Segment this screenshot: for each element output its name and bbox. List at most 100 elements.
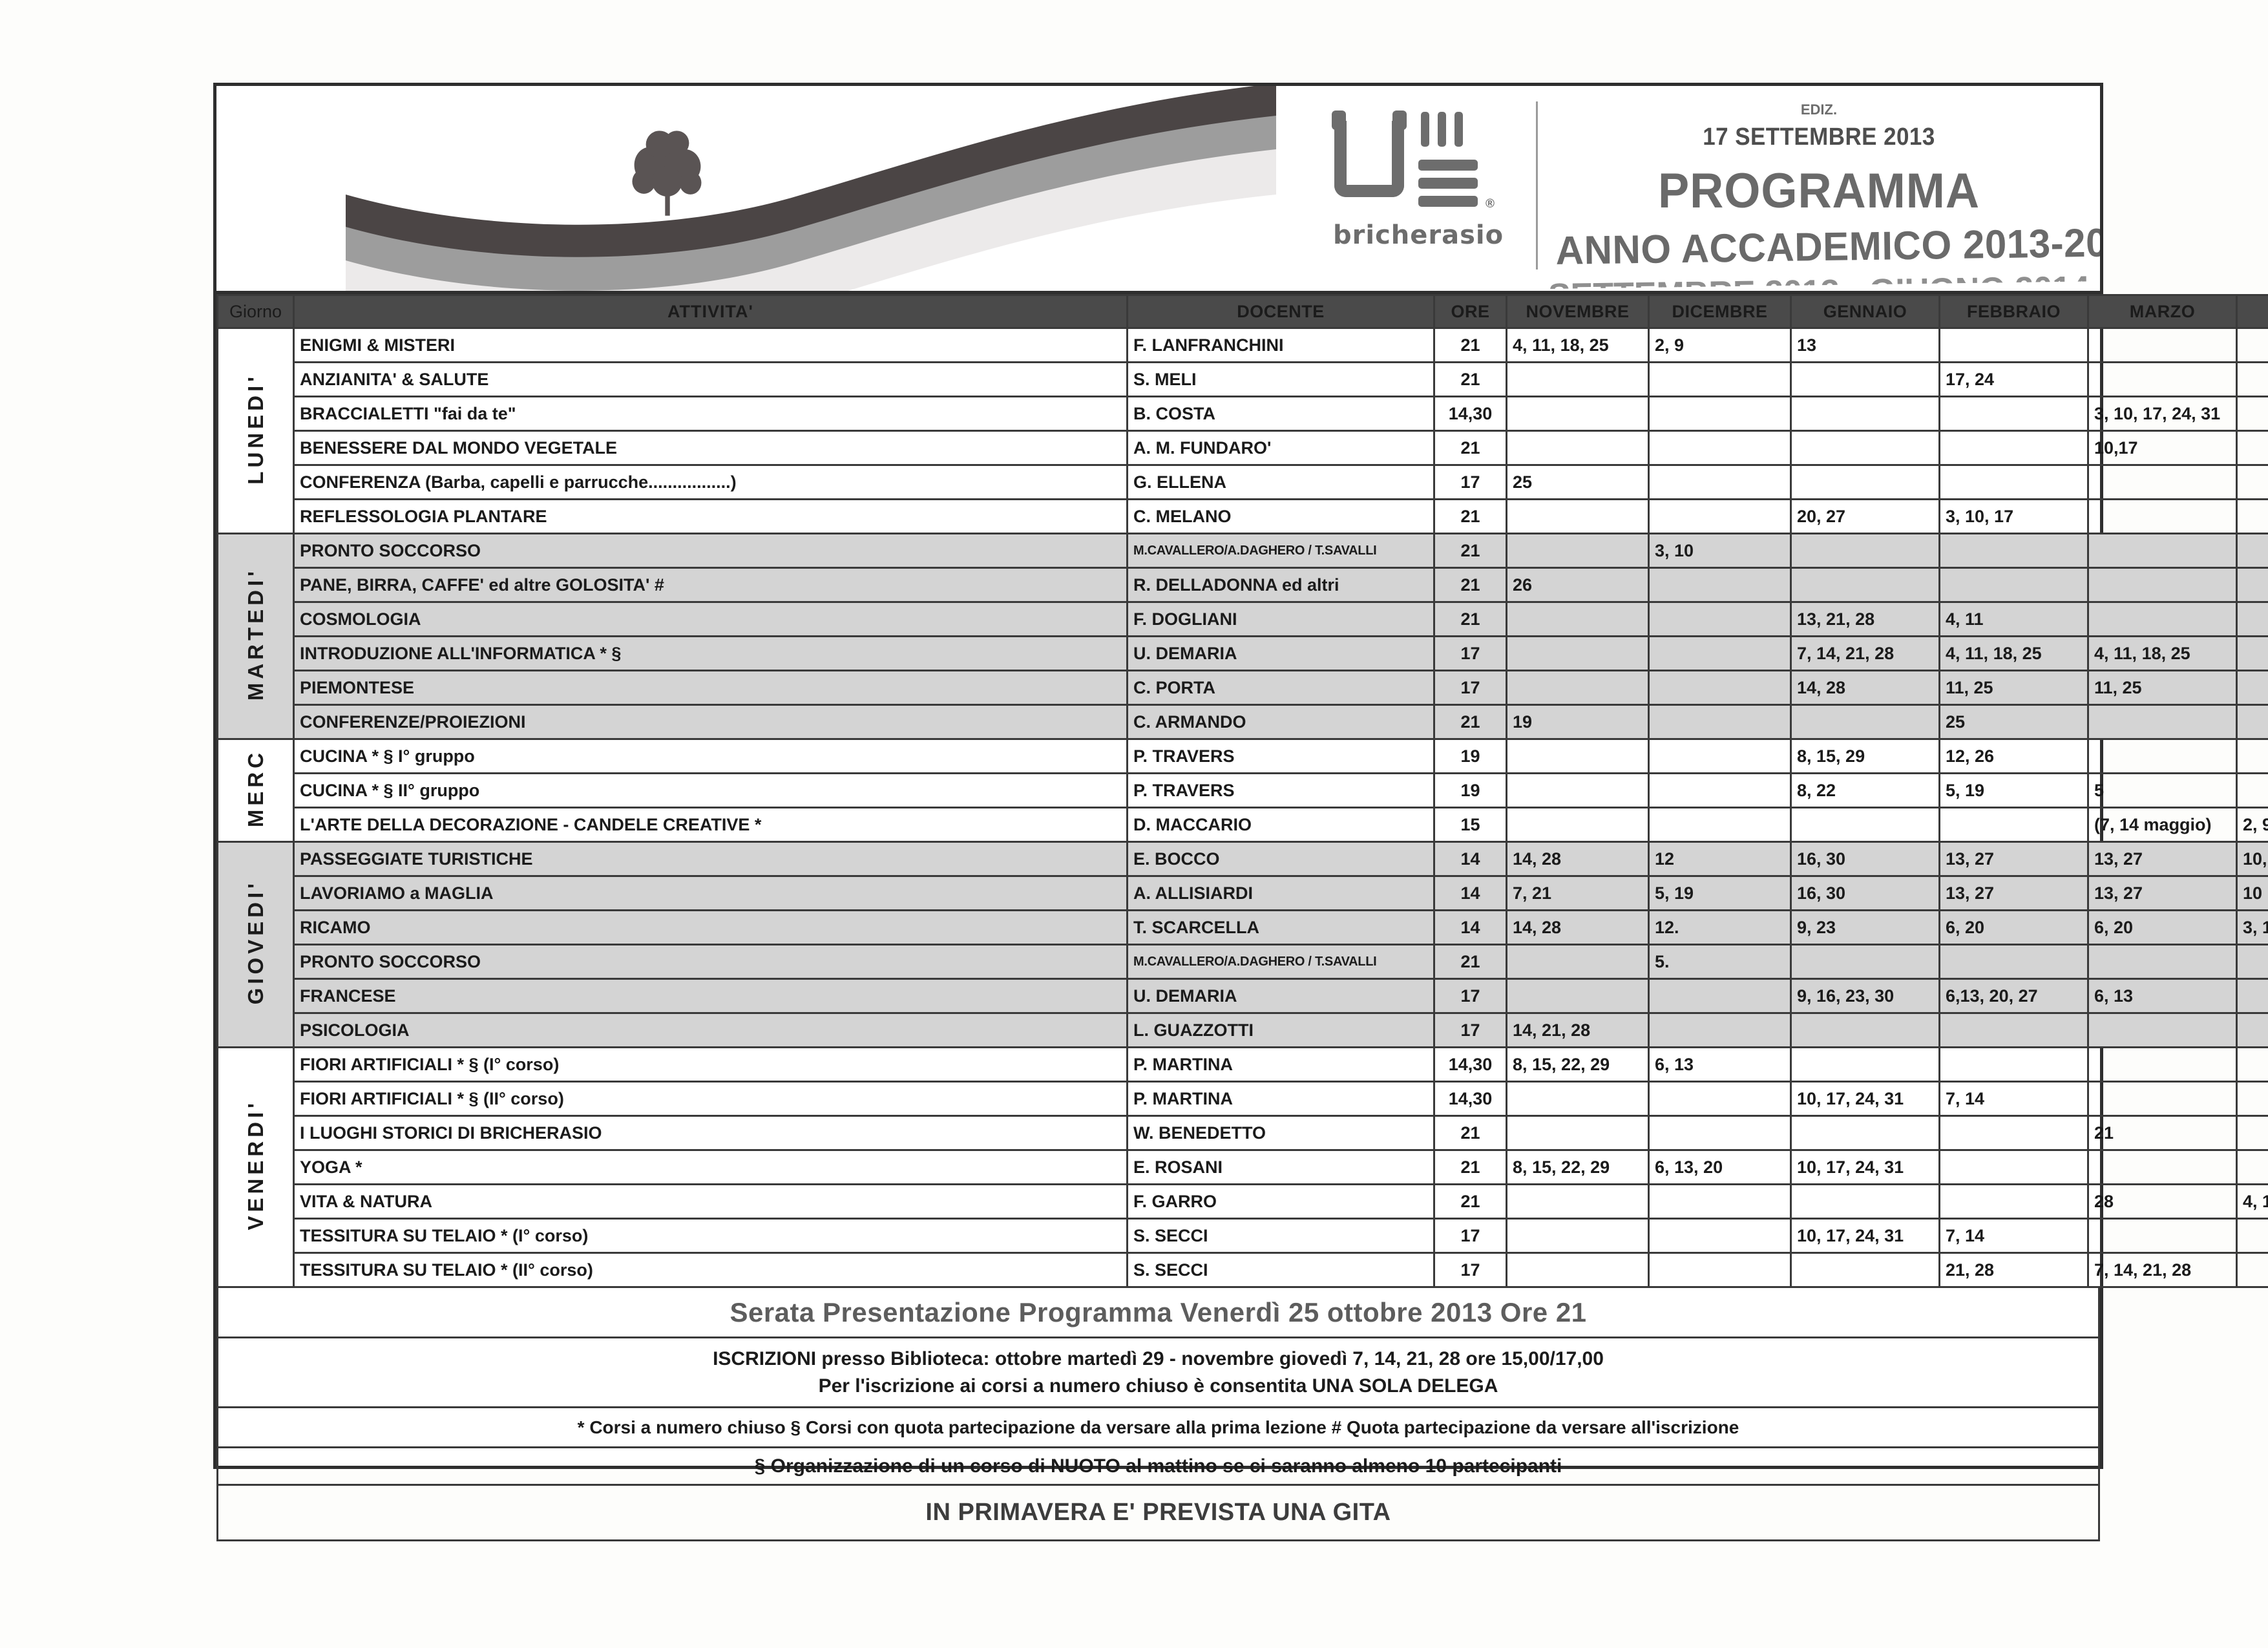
- teacher-name: S. SECCI: [1126, 1218, 1435, 1254]
- schedule-table: Giorno ATTIVITA' DOCENTE ORE NOVEMBRE DI…: [216, 294, 2268, 1288]
- dates-aprile: 4, 11,18: [2236, 1183, 2268, 1220]
- day-label-text: VENERDI': [243, 1099, 268, 1231]
- hours-value: 14,30: [1433, 396, 1507, 432]
- col-header-novembre: NOVEMBRE: [1506, 294, 1650, 329]
- dates-febbraio: [1938, 464, 2089, 500]
- dates-gennaio: 9, 23: [1790, 909, 1940, 945]
- bricherasio-logo: ® bricherasio: [1328, 103, 1528, 264]
- dates-dicembre: [1648, 635, 1792, 671]
- hours-value: 21: [1433, 1149, 1507, 1185]
- dates-febbraio: [1938, 1149, 2089, 1185]
- teacher-name: T. SCARCELLA: [1126, 909, 1435, 945]
- dates-febbraio: 4, 11, 18, 25: [1938, 635, 2089, 671]
- dates-novembre: [1506, 1115, 1650, 1151]
- hours-value: 19: [1433, 772, 1507, 808]
- page-subtitle: ANNO ACCADEMICO 2013-2014: [1555, 220, 2100, 273]
- activity-name: FIORI ARTIFICIALI * § (II° corso): [293, 1081, 1128, 1117]
- dates-aprile: [2236, 498, 2268, 534]
- dates-aprile: [2236, 464, 2268, 500]
- dates-gennaio: [1790, 567, 1940, 603]
- teacher-name: E. ROSANI: [1126, 1149, 1435, 1185]
- dates-aprile: [2236, 1218, 2268, 1254]
- dates-dicembre: [1648, 1183, 1792, 1220]
- dates-febbraio: 7, 14: [1938, 1218, 2089, 1254]
- hours-value: 21: [1433, 1183, 1507, 1220]
- dates-marzo: 21: [2087, 1115, 2238, 1151]
- dates-gennaio: 8, 15, 29: [1790, 738, 1940, 774]
- dates-gennaio: [1790, 704, 1940, 740]
- teacher-name: P. MARTINA: [1126, 1081, 1435, 1117]
- dates-marzo: [2087, 738, 2238, 774]
- activity-name: ENIGMI & MISTERI: [293, 327, 1128, 363]
- dates-novembre: 8, 15, 22, 29: [1506, 1149, 1650, 1185]
- dates-novembre: [1506, 533, 1650, 569]
- table-row: RICAMO T. SCARCELLA 14 14, 28 12. 9, 23 6, 20 6…: [218, 909, 2268, 945]
- dates-novembre: [1506, 1081, 1650, 1117]
- activity-name: FIORI ARTIFICIALI * § (I° corso): [293, 1046, 1128, 1083]
- dates-novembre: [1506, 1252, 1650, 1288]
- dates-marzo: [2087, 327, 2238, 363]
- dates-aprile: [2236, 635, 2268, 671]
- dates-febbraio: 4, 11: [1938, 601, 2089, 637]
- table-row: COSMOLOGIA F. DOGLIANI 21 13, 21, 28 4, 11: [218, 601, 2268, 637]
- dates-gennaio: [1790, 464, 1940, 500]
- dates-gennaio: 13: [1790, 327, 1940, 363]
- dates-dicembre: [1648, 601, 1792, 637]
- dates-gennaio: 8, 22: [1790, 772, 1940, 808]
- activity-name: PASSEGGIATE TURISTICHE: [293, 841, 1128, 877]
- col-header-marzo: MARZO: [2087, 294, 2238, 329]
- dates-dicembre: [1648, 1252, 1792, 1288]
- dates-gennaio: 16, 30: [1790, 875, 1940, 911]
- activity-name: BRACCIALETTI "fai da te": [293, 396, 1128, 432]
- dates-dicembre: 6, 13: [1648, 1046, 1792, 1083]
- table-row: REFLESSOLOGIA PLANTARE C. MELANO 21 20, 27 3…: [218, 498, 2268, 534]
- day-group-label-3: MERC: [216, 738, 295, 843]
- dates-gennaio: [1790, 807, 1940, 843]
- dates-aprile: [2236, 361, 2268, 397]
- activity-name: CUCINA * § I° gruppo: [293, 738, 1128, 774]
- teacher-name: C. MELANO: [1126, 498, 1435, 534]
- dates-novembre: [1506, 635, 1650, 671]
- table-row: INTRODUZIONE ALL'INFORMATICA * § U. DEMAR…: [218, 635, 2268, 671]
- table-header-row: Giorno ATTIVITA' DOCENTE ORE NOVEMBRE DI…: [216, 294, 2268, 329]
- dates-aprile: [2236, 567, 2268, 603]
- table-row: LUNEDI' ENIGMI & MISTERI F. LANFRANCHINI 21…: [216, 327, 2268, 534]
- day-group-label-2: MARTEDI': [216, 533, 295, 740]
- activity-name: CONFERENZA (Barba, capelli e parrucche..…: [293, 464, 1128, 500]
- dates-marzo: 3, 10, 17, 24, 31: [2087, 396, 2238, 432]
- dates-aprile: 10: [2236, 875, 2268, 911]
- dates-febbraio: 5, 19: [1938, 772, 2089, 808]
- dates-aprile: [2236, 1149, 2268, 1185]
- teacher-name: P. TRAVERS: [1126, 738, 1435, 774]
- dates-febbraio: [1938, 944, 2089, 980]
- dates-aprile: 2, 9, 16, 23,30: [2236, 807, 2268, 843]
- program-sheet: ® bricherasio EDIZ. 17 SETTEMBRE 2013 PR…: [213, 83, 2268, 1541]
- teacher-name: A. M. FUNDARO': [1126, 430, 1435, 466]
- logo-bar-3: [1418, 196, 1478, 207]
- teacher-name: E. BOCCO: [1126, 841, 1435, 877]
- dates-dicembre: [1648, 1218, 1792, 1254]
- dates-marzo: (7, 14 maggio): [2087, 807, 2238, 843]
- dates-marzo: 13, 27: [2087, 875, 2238, 911]
- dates-dicembre: [1648, 738, 1792, 774]
- footer-iscrizioni: ISCRIZIONI presso Biblioteca: ottobre ma…: [216, 1338, 2100, 1408]
- dates-febbraio: 21, 28: [1938, 1252, 2089, 1288]
- col-header-febbraio: FEBBRAIO: [1938, 294, 2089, 329]
- dates-marzo: 6, 20: [2087, 909, 2238, 945]
- teacher-name: B. COSTA: [1126, 396, 1435, 432]
- teacher-name: F. DOGLIANI: [1126, 601, 1435, 637]
- dates-febbraio: [1938, 1012, 2089, 1048]
- dates-febbraio: [1938, 533, 2089, 569]
- col-header-aprile: APRILE: [2236, 294, 2268, 329]
- header-divider: [1536, 101, 1538, 269]
- table-row: L'ARTE DELLA DECORAZIONE - CANDELE CREAT…: [218, 807, 2268, 843]
- dates-aprile: [2236, 1081, 2268, 1117]
- logo-bar-1: [1418, 160, 1478, 171]
- dates-aprile: [2236, 944, 2268, 980]
- dates-novembre: [1506, 738, 1650, 774]
- hours-value: 21: [1433, 498, 1507, 534]
- dates-marzo: 5: [2087, 772, 2238, 808]
- dates-gennaio: [1790, 396, 1940, 432]
- dates-febbraio: 13, 27: [1938, 841, 2089, 877]
- activity-name: TESSITURA SU TELAIO * (I° corso): [293, 1218, 1128, 1254]
